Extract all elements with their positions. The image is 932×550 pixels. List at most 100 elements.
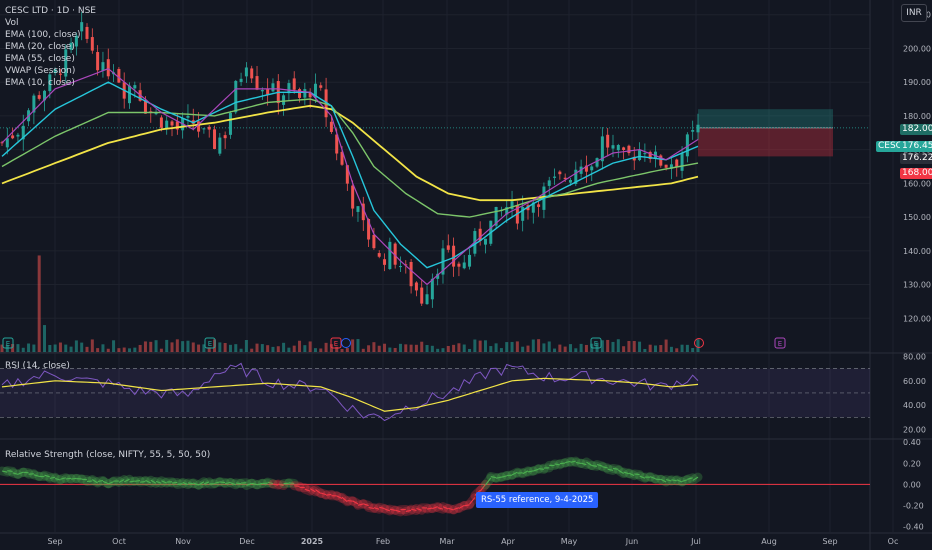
rs-line xyxy=(389,508,396,511)
candle xyxy=(202,128,206,130)
rs-line xyxy=(665,479,672,482)
candle xyxy=(5,138,9,148)
earnings-marker-letter: E xyxy=(594,340,598,348)
rs-line xyxy=(533,468,539,472)
volume-bar xyxy=(266,345,270,352)
rs-line xyxy=(81,478,88,481)
stop-price-tag: 168.00 xyxy=(900,168,932,179)
candle xyxy=(414,282,418,291)
legend-item[interactable]: EMA (100, close) xyxy=(5,30,81,40)
rs-reference-annotation[interactable]: RS-55 reference, 9-4-2025 xyxy=(476,492,599,508)
candle xyxy=(372,234,376,249)
rsi-label[interactable]: RSI (14, close) xyxy=(5,361,70,371)
rs-line xyxy=(214,481,220,484)
candle xyxy=(648,151,652,160)
candle xyxy=(64,49,68,77)
candle xyxy=(292,78,296,90)
price-tick-label: 150.00 xyxy=(903,213,931,222)
volume-bar xyxy=(271,346,275,352)
rs-line xyxy=(225,481,231,485)
rs-line xyxy=(145,479,152,484)
volume-bar xyxy=(244,339,248,352)
ema-55-line xyxy=(1,98,699,218)
legend-item[interactable]: EMA (20, close) xyxy=(5,42,75,52)
rsi-ma-line xyxy=(1,377,699,412)
volume-bar xyxy=(197,344,201,352)
time-tick-label: Aug xyxy=(761,537,777,546)
candle xyxy=(600,136,604,162)
legend-item[interactable]: Vol xyxy=(5,18,19,28)
split-marker xyxy=(694,338,704,348)
price-axis[interactable]: 210.00200.00190.00180.00170.00160.00150.… xyxy=(903,11,931,532)
volume-bar xyxy=(133,347,137,352)
indicator-legend: CESC LTD · 1D · NSE Vol EMA (100, close)… xyxy=(5,5,96,89)
rs-line xyxy=(33,474,40,477)
relative-strength-label[interactable]: Relative Strength (close, NIFTY, 55, 5, … xyxy=(5,450,211,460)
volume-bar xyxy=(537,339,541,352)
candle xyxy=(287,83,291,94)
volume-bar xyxy=(85,346,89,352)
volume-bar xyxy=(669,346,673,352)
rs-line xyxy=(379,506,385,510)
rs-line xyxy=(495,476,502,479)
volume-bar xyxy=(653,345,657,352)
candle xyxy=(351,185,355,209)
volume-bar xyxy=(473,339,477,352)
candle xyxy=(11,135,15,139)
rsi-pane xyxy=(0,368,870,418)
candle xyxy=(420,287,424,304)
rsi-line xyxy=(1,362,699,422)
candle xyxy=(218,137,222,154)
volume-bar xyxy=(128,348,132,352)
rs-line xyxy=(357,503,364,506)
time-axis[interactable]: Sep Oct Nov Dec 2025 Feb Mar Apr May Jun Jul Aug Sep… xyxy=(47,537,898,546)
candle xyxy=(430,278,434,300)
rs-line xyxy=(294,485,300,487)
legend-item[interactable]: EMA (55, close) xyxy=(5,54,75,64)
candle xyxy=(595,158,599,167)
candle xyxy=(149,111,153,113)
rs-line xyxy=(140,480,146,483)
rs-line xyxy=(198,481,205,486)
relative-strength-series xyxy=(0,456,870,517)
rs-line xyxy=(570,460,576,463)
volume-bar xyxy=(80,342,84,352)
time-tick-label: Oc xyxy=(888,537,899,546)
volume-bar xyxy=(282,342,286,352)
rs-line xyxy=(17,471,24,475)
candle xyxy=(468,254,472,267)
volume-bar xyxy=(542,343,546,352)
rs-line xyxy=(442,506,449,510)
legend-item[interactable]: EMA (10, close) xyxy=(5,78,75,88)
volume-bar xyxy=(553,348,557,352)
symbol-title[interactable]: CESC LTD · 1D · NSE xyxy=(5,6,96,16)
volume-bar xyxy=(27,343,31,352)
candle xyxy=(584,165,588,172)
volume-bar xyxy=(691,348,695,352)
rs-line xyxy=(464,504,470,507)
rs-line xyxy=(267,481,274,485)
rs-line xyxy=(363,503,369,507)
candle xyxy=(85,26,89,39)
candle xyxy=(505,207,509,215)
candle xyxy=(319,85,323,88)
rs-line xyxy=(54,478,61,481)
currency-button[interactable]: INR xyxy=(901,4,927,22)
rs-line xyxy=(12,472,19,475)
candle xyxy=(165,120,169,129)
rs-line xyxy=(256,482,263,486)
rs-line xyxy=(490,476,497,479)
legend-item[interactable]: VWAP (Session) xyxy=(5,66,76,76)
candle xyxy=(345,165,349,184)
earnings-marker-letter: E xyxy=(778,340,782,348)
volume-bar xyxy=(627,341,631,352)
long-position-tool[interactable] xyxy=(0,109,870,157)
price-tick-label: 190.00 xyxy=(903,78,931,87)
volume-bar xyxy=(478,340,482,352)
earnings-marker xyxy=(204,337,216,349)
rs-line xyxy=(150,479,157,484)
rs-line xyxy=(522,470,529,475)
volume-bar xyxy=(404,344,408,352)
